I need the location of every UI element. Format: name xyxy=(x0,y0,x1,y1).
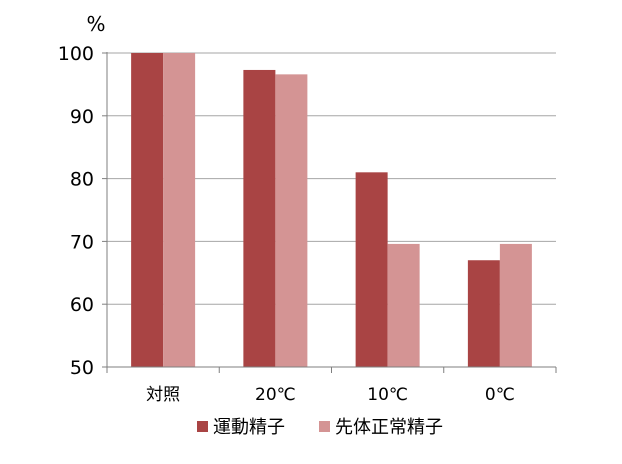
x-tick-label-1: 20℃ xyxy=(255,385,296,405)
bar-s0-c1 xyxy=(243,69,276,368)
x-tick-label-3: 0℃ xyxy=(485,385,515,405)
y-tick-label-60: 60 xyxy=(70,294,94,316)
y-tick-label-70: 70 xyxy=(70,231,94,253)
y-unit-label: % xyxy=(86,12,105,36)
y-tick-label-100: 100 xyxy=(58,43,94,65)
bar-s0-c2 xyxy=(355,172,388,367)
legend: 運動精子 先体正常精子 xyxy=(197,417,443,438)
labels: 50 60 70 80 90 100 対照 20℃ 10℃ 0℃ xyxy=(58,43,515,405)
axes xyxy=(102,52,557,373)
bar-s1-c1 xyxy=(275,74,308,368)
x-tick-label-2: 10℃ xyxy=(367,385,408,405)
bar-s1-c2 xyxy=(387,243,420,367)
bar-s0-c3 xyxy=(467,260,500,367)
bar-s1-c0 xyxy=(163,53,196,367)
legend-swatch-1 xyxy=(319,421,330,432)
bars xyxy=(131,53,532,368)
y-tick-label-90: 90 xyxy=(70,106,94,128)
legend-label-0: 運動精子 xyxy=(213,417,285,438)
bar-s0-c0 xyxy=(131,53,164,367)
legend-label-1: 先体正常精子 xyxy=(335,417,443,438)
legend-swatch-0 xyxy=(197,421,208,432)
x-tick-label-0: 対照 xyxy=(146,385,180,405)
y-tick-label-50: 50 xyxy=(70,357,94,379)
bar-s1-c3 xyxy=(499,243,532,367)
y-tick-label-80: 80 xyxy=(70,169,94,191)
